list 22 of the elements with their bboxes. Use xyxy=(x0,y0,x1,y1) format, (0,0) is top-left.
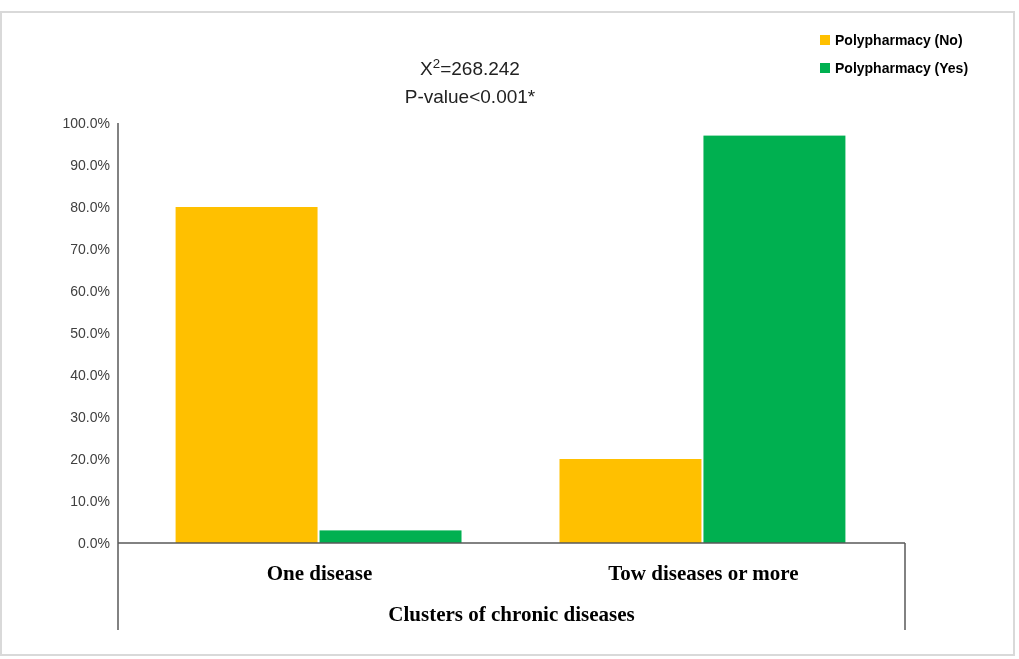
y-tick-label: 30.0% xyxy=(70,408,110,425)
y-tick-label: 10.0% xyxy=(70,492,110,509)
y-tick-label: 90.0% xyxy=(70,156,110,173)
bar xyxy=(319,530,462,543)
y-tick-label: 50.0% xyxy=(70,324,110,341)
y-tick-label: 20.0% xyxy=(70,450,110,467)
bar xyxy=(175,207,318,543)
y-tick-label: 100.0% xyxy=(62,114,110,131)
y-tick-label: 60.0% xyxy=(70,282,110,299)
bar xyxy=(703,135,846,543)
x-axis-title: Clusters of chronic diseases xyxy=(388,602,635,626)
y-tick-label: 40.0% xyxy=(70,366,110,383)
y-tick-label: 70.0% xyxy=(70,240,110,257)
legend-label: Polypharmacy (No) xyxy=(835,31,963,48)
y-tick-label: 0.0% xyxy=(78,534,110,551)
x-tick-label: Tow diseases or more xyxy=(608,561,799,585)
bar xyxy=(559,459,702,543)
x-tick-label: One disease xyxy=(266,561,373,585)
text: X$^{2}$=268.242 xyxy=(420,55,520,79)
text: P-value<0.001* xyxy=(404,86,536,107)
y-tick-label: 80.0% xyxy=(70,198,110,215)
legend-label: Polypharmacy (Yes) xyxy=(835,59,969,76)
